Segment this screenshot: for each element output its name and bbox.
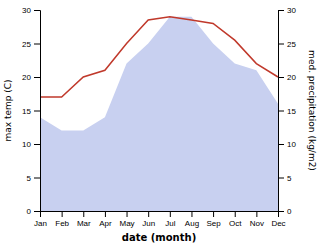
y2-tick: 15 [278,107,296,116]
y-tick-label: 5 [27,174,32,183]
x-tick: Apr [99,211,112,228]
x-tick: Jan [34,211,47,228]
y-tick: 10 [22,140,40,149]
x-tick-mark [62,211,63,217]
x-tick: Aug [185,211,199,228]
x-tick: Feb [55,211,69,228]
x-tick-mark [83,211,84,217]
x-tick-label: Mar [77,219,91,228]
x-tick-mark [170,211,171,217]
y-tick-mark [34,144,40,145]
y-tick-label: 15 [22,107,31,116]
y2-tick-mark [278,44,284,45]
y2-tick-label: 5 [287,174,292,183]
x-tick-mark [256,211,257,217]
line [40,17,278,97]
y2-tick-mark [278,144,284,145]
y-tick: 5 [27,174,40,183]
y2-tick: 10 [278,140,296,149]
x-tick: Mar [77,211,91,228]
y2-tick-label: 10 [287,140,296,149]
y-tick-label: 30 [22,6,31,15]
y2-tick-mark [278,178,284,179]
y-tick-mark [34,77,40,78]
y-tick-label: 0 [27,207,32,216]
y2-tick-mark [278,211,284,212]
y-axis-title: max temp (C) [3,79,13,141]
y-tick: 30 [22,6,40,15]
x-tick-mark [213,211,214,217]
y2-axis-title: med. precipitation (kg/m2) [307,50,317,171]
plot: JanFebMarAprMayJunJulAugSepOctNovDec0510… [22,6,296,228]
y2-tick: 5 [278,174,292,183]
x-tick: Jul [165,211,175,228]
y-tick-mark [34,111,40,112]
y-tick-mark [34,10,40,11]
x-axis-title: date (month) [122,232,196,243]
y-tick-label: 25 [22,40,31,49]
y-axis-line [34,11,41,212]
x-tick-label: May [119,219,134,228]
y-tick-mark [34,178,40,179]
y2-tick: 25 [278,40,296,49]
x-tick-mark [148,211,149,217]
x-tick: Oct [229,211,242,228]
x-tick-label: Jan [34,219,47,228]
y-tick-label: 20 [22,73,31,82]
y2-tick-mark [278,77,284,78]
y-tick-label: 10 [22,140,31,149]
x-tick-label: Nov [250,219,264,228]
x-axis: Jan Feb Mar Apr May Jun Jul Aug Sep Oct Nov Dec [34,211,286,228]
area [40,17,278,211]
x-tick-label: Dec [271,219,285,228]
y2-tick: 0 [278,207,292,216]
y2-tick: 20 [278,73,296,82]
x-tick-mark [105,211,106,217]
y2-tick-label: 0 [287,207,292,216]
y2-tick-label: 25 [287,40,296,49]
y2-tick: 30 [278,6,296,15]
y2-tick-mark [278,111,284,112]
x-tick-label: Oct [229,219,242,228]
y-tick: 20 [22,73,40,82]
x-tick-label: Sep [206,219,221,228]
x-tick: Jun [142,211,155,228]
chart: JanFebMarAprMayJunJulAugSepOctNovDec0510… [0,0,318,247]
x-axis-line [41,212,279,218]
y-tick-mark [34,211,40,212]
x-tick: Sep [206,211,221,228]
y2-tick-label: 15 [287,107,296,116]
x-tick: May [119,211,134,228]
x-tick-label: Jul [165,219,175,228]
y2-tick-label: 20 [287,73,296,82]
x-tick: Nov [250,211,264,228]
x-tick-mark [127,211,128,217]
x-tick: Dec [271,211,285,228]
y-tick: 25 [22,40,40,49]
x-tick-label: Aug [185,219,199,228]
x-tick-mark [191,211,192,217]
y-axis: 0 5 10 15 20 25 30 [22,6,40,216]
y2-axis-line [279,11,285,212]
y2-tick-label: 30 [287,6,296,15]
y-tick: 15 [22,107,40,116]
y-tick-mark [34,44,40,45]
y-tick: 0 [27,207,40,216]
y2-tick-mark [278,10,284,11]
x-tick-mark [235,211,236,217]
y2-axis: 0 5 10 15 20 25 30 [278,6,296,216]
x-tick-label: Apr [99,219,112,228]
marks [40,17,278,211]
x-tick-label: Jun [142,219,155,228]
x-tick-label: Feb [55,219,69,228]
